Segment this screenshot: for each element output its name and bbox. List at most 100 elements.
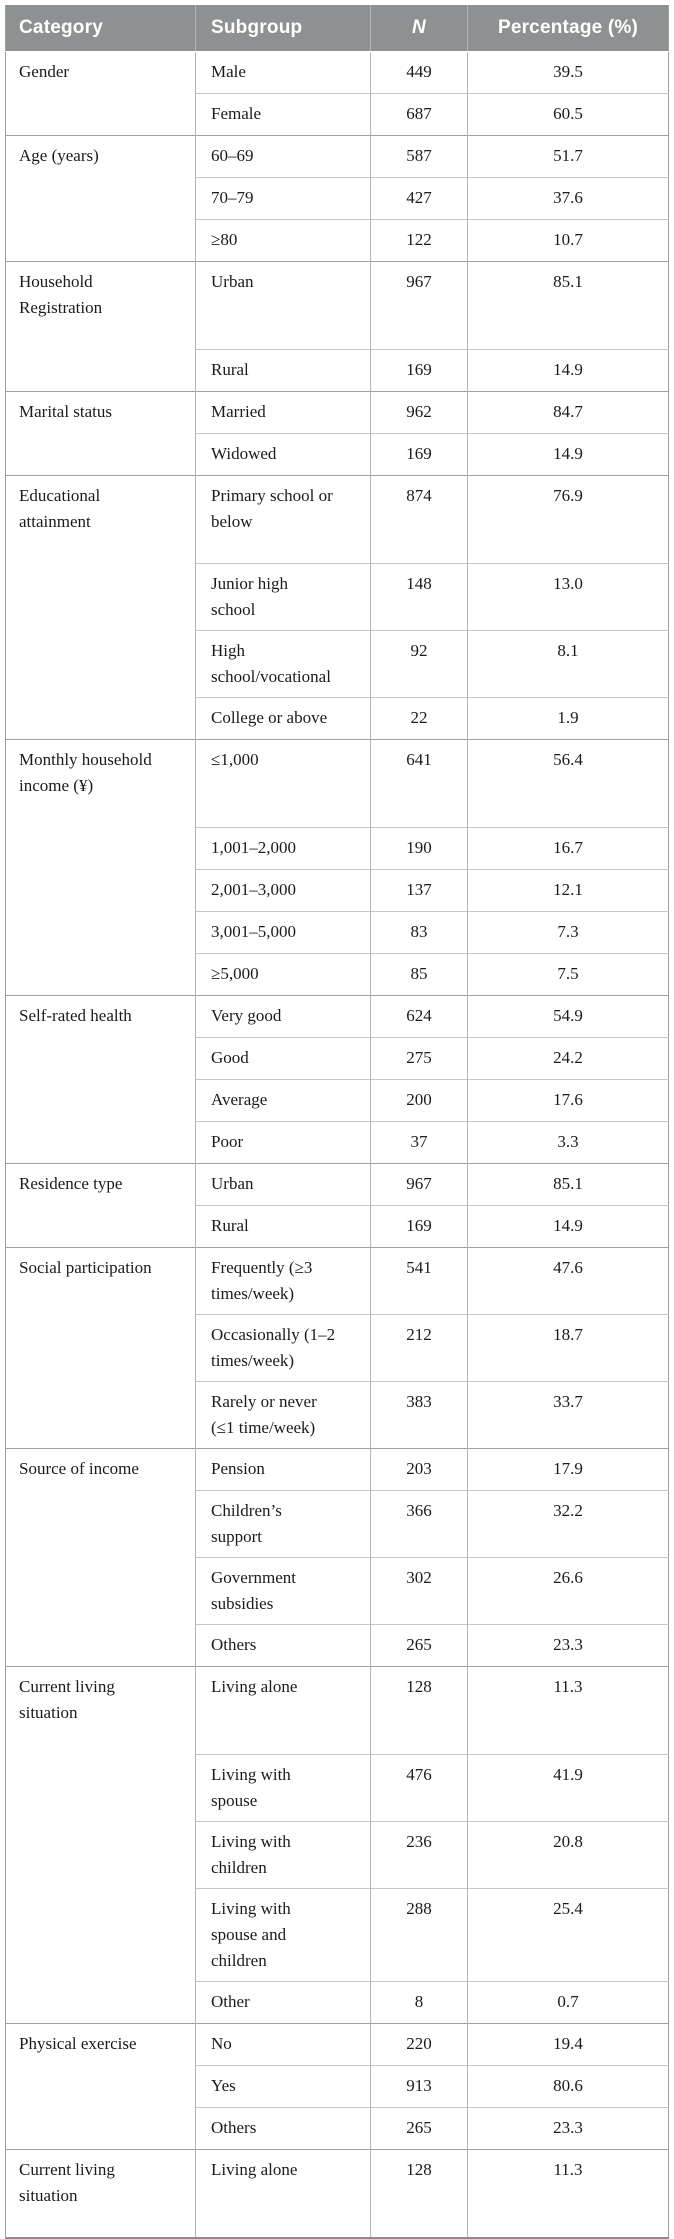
subgroup-label: Living with children [211,1832,291,1877]
table-row: Female 687 60.5 [6,93,669,136]
column-header-subgroup: Subgroup [195,5,371,52]
percentage-value-cell: 26.6 [467,1557,669,1625]
subgroup-label: Good [211,1048,249,1067]
percentage-value-cell: 56.4 [467,739,669,828]
percentage-value-cell: 51.7 [467,135,669,178]
subgroup-label: Others [211,2118,257,2137]
n-value-cell: 122 [370,219,468,262]
subgroup-label: High school/vocational [211,641,331,686]
percentage-value-cell: 12.1 [467,869,669,912]
subgroup-label: 60–69 [211,146,254,165]
subgroup-cell: Living with spouse and children [195,1888,371,1982]
subgroup-label: ≤1,000 [211,750,259,769]
percentage-value-cell: 1.9 [467,697,669,740]
percentage-value-cell: 11.3 [467,1666,669,1755]
n-value-cell: 476 [370,1754,468,1822]
n-value-cell: 449 [370,51,468,94]
subgroup-label: Poor [211,1132,244,1151]
table-row: Rarely or never (≤1 time/week) 383 33.7 [6,1381,669,1449]
column-header-percentage: Percentage (%) [467,5,669,52]
demographics-table: Category Subgroup N Percentage (%) Gende… [5,5,669,2239]
n-value-cell: 383 [370,1381,468,1449]
subgroup-label: Average [211,1090,268,1109]
subgroup-cell: ≤1,000 [195,739,371,828]
subgroup-cell: Primary school or below [195,475,371,564]
subgroup-label: Children’s support [211,1501,282,1546]
subgroup-cell: Children’s support [195,1490,371,1558]
subgroup-label: Pension [211,1459,265,1478]
n-value-cell: 587 [370,135,468,178]
subgroup-label: ≥80 [211,230,238,249]
table-row: Current living situation Living alone 128 1… [5,2149,669,2238]
subgroup-cell: Female [195,93,371,136]
table-row: Self-rated health Very good 624 54.9 [5,995,669,1164]
n-value-cell: 200 [370,1079,468,1122]
subgroup-label: Junior high school [211,574,288,619]
table-row: Poor 37 3.3 [6,1121,669,1164]
subgroup-cell: Living alone [195,2149,371,2238]
percentage-value-cell: 23.3 [467,1624,669,1667]
subgroup-cell: Very good [195,995,371,1038]
table-row: Other 8 0.7 [6,1981,669,2024]
n-value-cell: 624 [370,995,468,1038]
subgroup-label: Married [211,402,266,421]
table-row: Residence type Urban 967 85.1 [5,1163,669,1248]
table-row: 70–79 427 37.6 [6,177,669,220]
category-cell: Residence type [5,1163,196,1248]
subgroup-cell: Rural [195,349,371,392]
percentage-value-cell: 18.7 [467,1314,669,1382]
subgroup-label: College or above [211,708,328,727]
n-value-cell: 190 [370,827,468,870]
subgroup-cell: Living with children [195,1821,371,1889]
subgroup-cell: Living alone [195,1666,371,1755]
n-value-cell: 641 [370,739,468,828]
subgroup-cell: Government subsidies [195,1557,371,1625]
n-value-cell: 967 [370,261,468,350]
n-value-cell: 288 [370,1888,468,1982]
percentage-value-cell: 37.6 [467,177,669,220]
percentage-value-cell: 80.6 [467,2065,669,2108]
category-cell: Monthly household income (¥) [5,739,196,996]
table-row: Gender Male 449 39.5 [5,51,669,136]
subgroup-cell: High school/vocational [195,630,371,698]
percentage-value-cell: 23.3 [467,2107,669,2150]
category-cell: Marital status [5,391,196,476]
subgroup-cell: Living with spouse [195,1754,371,1822]
n-value-cell: 220 [370,2023,468,2066]
n-value-cell: 169 [370,433,468,476]
table-row: Rural 169 14.9 [6,1205,669,1248]
table-row: Marital status Married 962 84.7 [5,391,669,476]
subgroup-label: Occasionally (1–2 times/week) [211,1325,336,1370]
subgroup-cell: Married [195,391,371,434]
n-value-cell: 687 [370,93,468,136]
subgroup-label: Male [211,62,246,81]
table-row: 1,001–2,000 190 16.7 [6,827,669,870]
percentage-value-cell: 39.5 [467,51,669,94]
percentage-value-cell: 25.4 [467,1888,669,1982]
percentage-value-cell: 41.9 [467,1754,669,1822]
subgroup-cell: 3,001–5,000 [195,911,371,954]
n-value-cell: 366 [370,1490,468,1558]
percentage-value-cell: 3.3 [467,1121,669,1164]
column-header-category: Category [5,5,196,52]
subgroup-label: Urban [211,272,254,291]
table-row: Government subsidies 302 26.6 [6,1557,669,1625]
n-value-cell: 203 [370,1448,468,1491]
n-value-cell: 541 [370,1247,468,1315]
subgroup-cell: 60–69 [195,135,371,178]
percentage-value-cell: 0.7 [467,1981,669,2024]
percentage-value-cell: 11.3 [467,2149,669,2238]
n-value-cell: 265 [370,1624,468,1667]
subgroup-label: Government subsidies [211,1568,296,1613]
subgroup-label: 70–79 [211,188,254,207]
subgroup-cell: 70–79 [195,177,371,220]
table-row: Junior high school 148 13.0 [6,563,669,631]
n-value-cell: 962 [370,391,468,434]
subgroup-cell: College or above [195,697,371,740]
subgroup-cell: No [195,2023,371,2066]
n-value-cell: 128 [370,2149,468,2238]
subgroup-cell: Rural [195,1205,371,1248]
subgroup-label: Widowed [211,444,277,463]
table-row: Yes 913 80.6 [6,2065,669,2108]
subgroup-cell: Poor [195,1121,371,1164]
